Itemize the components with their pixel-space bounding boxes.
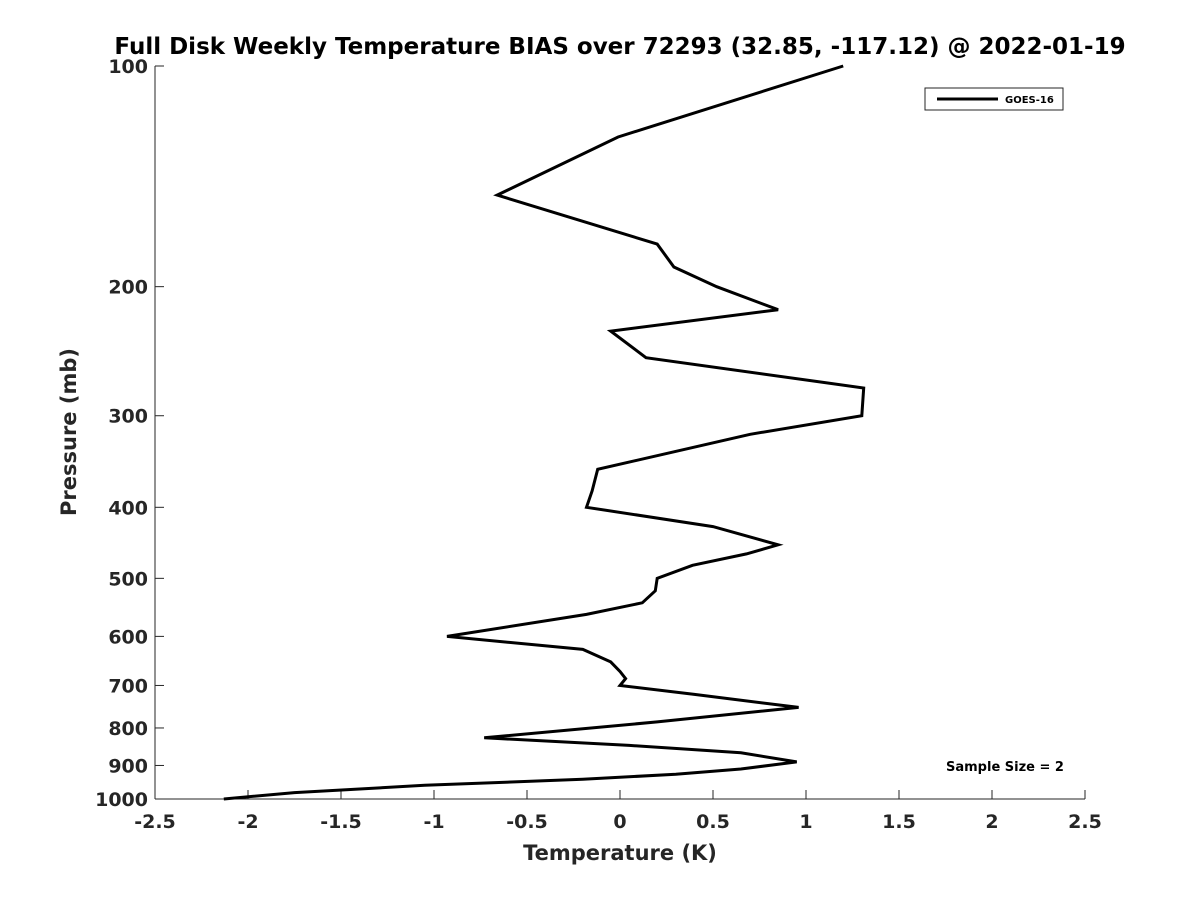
y-tick-label: 100 [108,56,148,78]
x-tick-label: -0.5 [506,811,548,833]
y-tick-label: 500 [108,568,148,590]
x-tick-label: -2 [237,811,258,833]
y-tick-label: 400 [108,497,148,519]
x-tick-label: 0 [613,811,626,833]
chart-title: Full Disk Weekly Temperature BIAS over 7… [114,34,1125,60]
legend: GOES-16 [924,87,1064,111]
y-tick-label: 300 [108,406,148,428]
x-tick-label: 2.5 [1068,811,1102,833]
x-tick-label: -2.5 [134,811,176,833]
x-tick-label: -1 [423,811,444,833]
x-tick-label: 0.5 [696,811,730,833]
y-tick-label: 200 [108,277,148,299]
y-tick-label: 900 [108,755,148,777]
x-axis-label: Temperature (K) [523,841,717,865]
y-ticks: 100 200 300 400 500 600 700 800 900 1000 [95,56,164,811]
series-line-goes-16 [223,64,866,801]
plot-area [154,66,1085,800]
x-tick-label: 1 [799,811,812,833]
sample-size-annotation: Sample Size = 2 [946,760,1064,775]
legend-label-goes-16: GOES-16 [1005,95,1054,106]
x-tick-label: -1.5 [320,811,362,833]
x-tick-label: 2 [985,811,998,833]
x-ticks: -2.5 -2 -1.5 -1 -0.5 0 0.5 1 1.5 2 2.5 [134,790,1102,833]
y-tick-label: 600 [108,626,148,648]
y-tick-label: 800 [108,718,148,740]
y-tick-label: 700 [108,675,148,697]
y-tick-label: 1000 [95,789,148,811]
x-tick-label: 1.5 [882,811,916,833]
series-layer [223,64,866,801]
y-axis-label: Pressure (mb) [57,348,81,516]
